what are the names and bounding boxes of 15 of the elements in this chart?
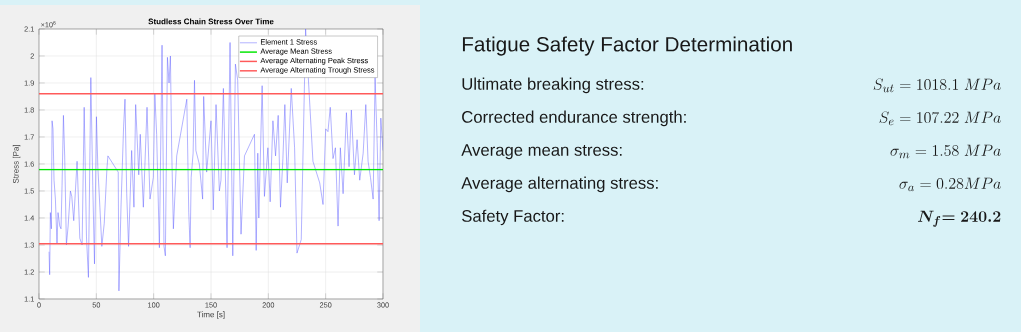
text: Safety Factor:	[462, 209, 564, 226]
chart-title: Studless Chain Stress Over Time	[148, 18, 274, 25]
text: Fatigue Safety Factor Determination	[462, 36, 792, 56]
line-series	[48, 29, 383, 292]
text: Corrected endurance strength:	[462, 110, 686, 127]
text: Average alternating stress:	[461, 176, 658, 193]
x-axis-title: Time [s]	[197, 311, 225, 319]
text: $\sigma_m = 1.58\ MPa$	[890, 144, 1001, 159]
text: $S_e = 107.22\ MPa$	[879, 111, 1001, 126]
text: Ultimate breaking stress:	[462, 77, 644, 94]
y-axis-title: Stress [Pa]	[12, 145, 21, 184]
text: $\sigma_a = 0.28MPa$	[899, 177, 1001, 192]
text: $\boldsymbol{N_f{=}\ 240.2}$	[917, 210, 1001, 227]
text: Average mean stress:	[461, 144, 622, 160]
text: $S_{ut} = 1018.1\ MPa$	[873, 78, 1001, 93]
